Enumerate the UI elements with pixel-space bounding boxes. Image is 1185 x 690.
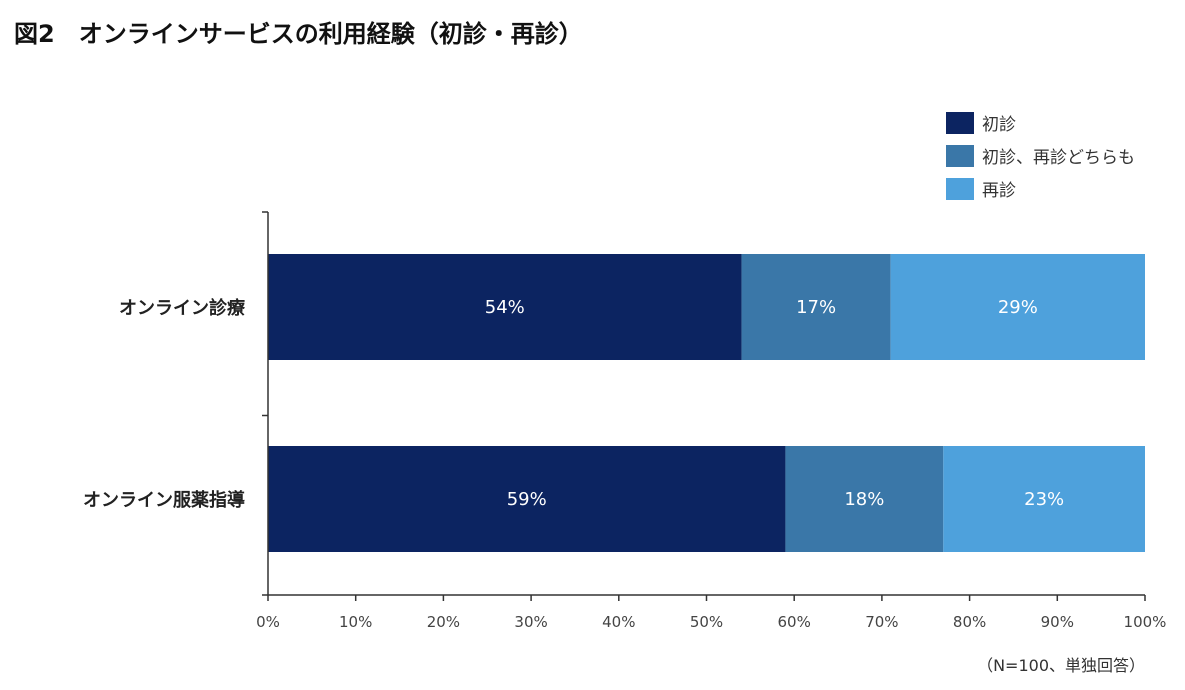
legend-label: 再診 xyxy=(982,181,1016,201)
legend-label: 初診、再診どちらも xyxy=(982,148,1135,168)
bars: 54% 17% 29% オンライン診療 59% 18% 23% オンライン服薬指導 xyxy=(83,254,1145,552)
x-tick-label: 80% xyxy=(953,613,986,631)
figure-title: 図2 オンラインサービスの利用経験（初診・再診） xyxy=(14,20,583,48)
x-tick-label: 30% xyxy=(514,613,547,631)
bar-segment-2-2 xyxy=(785,446,944,552)
x-tick-label: 70% xyxy=(865,613,898,631)
bar-segment-1-3 xyxy=(890,254,1145,360)
x-tick-label: 10% xyxy=(339,613,372,631)
x-tick-label: 50% xyxy=(690,613,723,631)
data-label: 18% xyxy=(844,489,884,510)
axes: 0% 10% 20% 30% 40% 50% 60% 70% 80% 90% 100% xyxy=(256,211,1167,631)
data-label: 59% xyxy=(507,489,547,510)
bar-segment-2-1 xyxy=(268,446,786,552)
x-tick-label: 0% xyxy=(256,613,280,631)
category-label: オンライン診療 xyxy=(119,297,246,319)
x-tick-label: 60% xyxy=(778,613,811,631)
x-tick-label: 100% xyxy=(1124,613,1167,631)
data-label: 23% xyxy=(1024,489,1064,510)
bar-segment-2-3 xyxy=(943,446,1145,552)
category-label: オンライン服薬指導 xyxy=(83,489,245,511)
legend-label: 初診 xyxy=(982,115,1016,135)
sample-note: （N=100、単独回答） xyxy=(977,656,1145,675)
data-label: 29% xyxy=(998,297,1038,318)
x-tick-label: 90% xyxy=(1041,613,1074,631)
data-label: 54% xyxy=(485,297,525,318)
legend-swatch xyxy=(946,112,974,134)
bar-segment-1-2 xyxy=(741,254,891,360)
legend-swatch xyxy=(946,178,974,200)
bar-segment-1-1 xyxy=(268,254,742,360)
data-label: 17% xyxy=(796,297,836,318)
x-tick-label: 40% xyxy=(602,613,635,631)
x-tick-label: 20% xyxy=(427,613,460,631)
legend-swatch xyxy=(946,145,974,167)
